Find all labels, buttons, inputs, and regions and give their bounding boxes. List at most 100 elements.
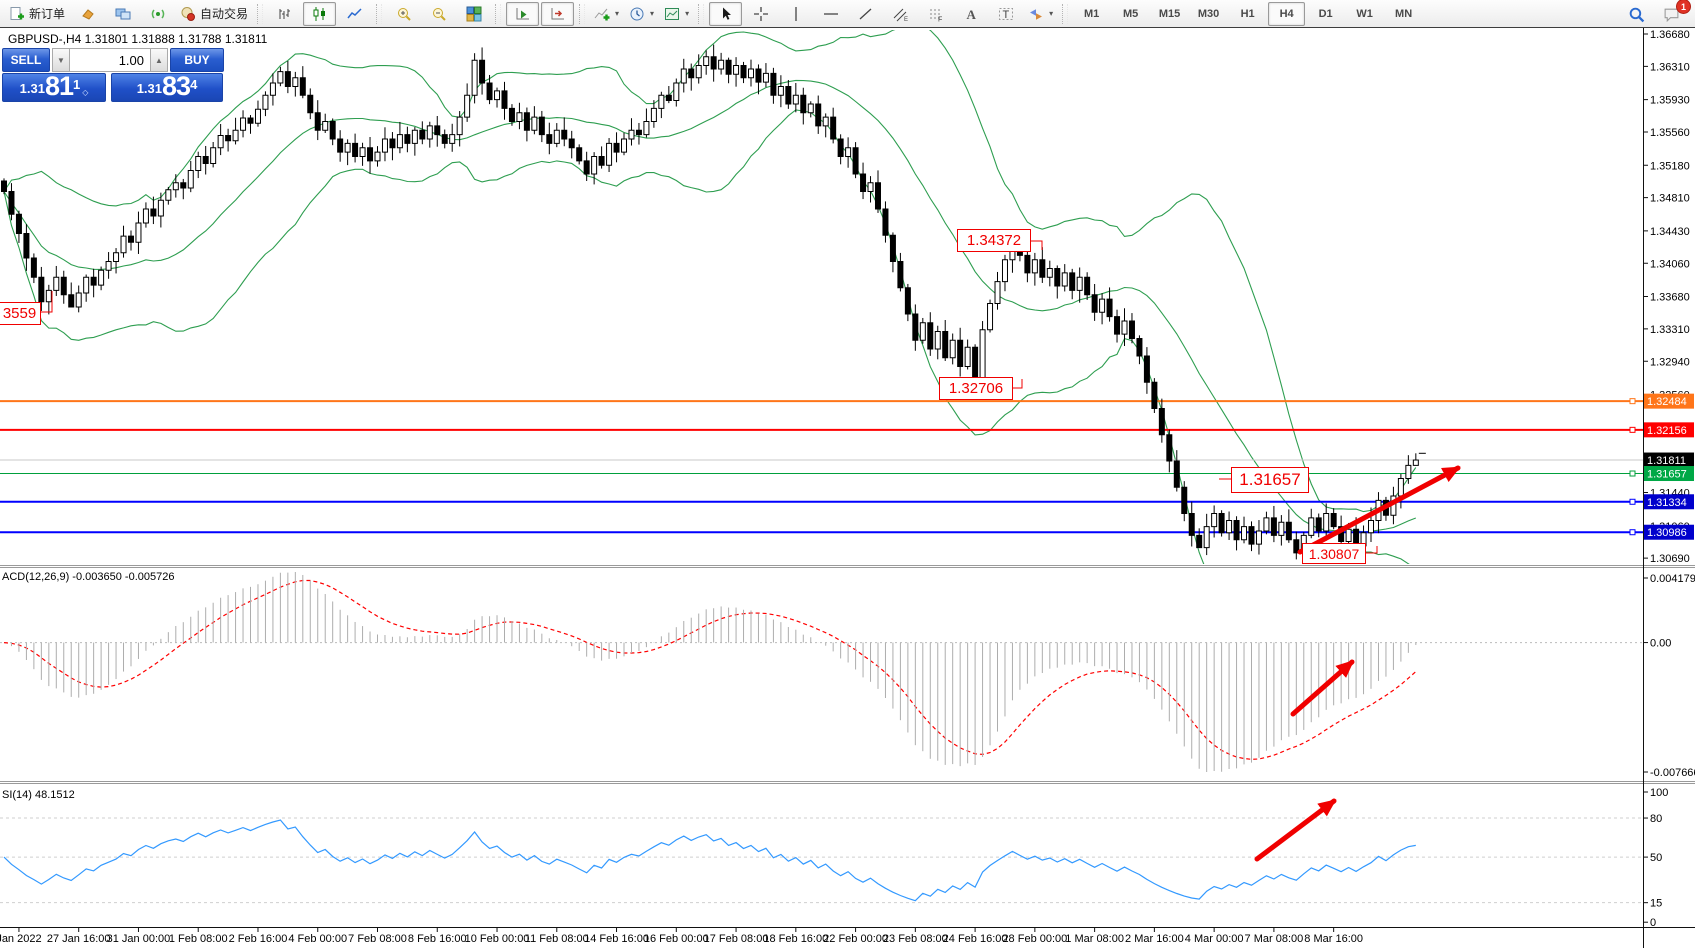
price-axis[interactable]: 1.36680 1.36310 1.35930 1.35560 1.35180 1.348… (1643, 29, 1695, 929)
toolbar-vertical-line[interactable] (779, 2, 812, 26)
svg-text:A: A (966, 7, 976, 22)
sell-button[interactable]: SELL (2, 48, 50, 72)
svg-text:10 Feb 00:00: 10 Feb 00:00 (465, 933, 530, 945)
toolbar-tf-m1[interactable]: M1 (1073, 2, 1110, 26)
toolbar-search[interactable] (1620, 2, 1653, 26)
svg-text:15: 15 (1650, 898, 1662, 910)
signal-icon (151, 9, 164, 18)
new-order-icon (10, 6, 24, 20)
level-handle (1629, 426, 1636, 433)
price-annotation[interactable]: 3559 (0, 302, 41, 325)
toolbar-label: M30 (1197, 7, 1220, 20)
bid-price-display[interactable]: 1.31 81 1 ◇ (2, 73, 106, 102)
price-annotation[interactable]: 1.32706 (939, 377, 1013, 400)
price-levels[interactable] (0, 398, 1643, 536)
ask-big: 83 (162, 71, 191, 101)
svg-text:2 Feb 16:00: 2 Feb 16:00 (229, 933, 288, 945)
toolbar-indicators[interactable]: ▾ (590, 2, 623, 26)
shapes-icon (1030, 8, 1043, 20)
toolbar-arrows[interactable]: ▾ (1024, 2, 1057, 26)
toolbar-cursor[interactable] (709, 1, 743, 26)
svg-text:F: F (938, 16, 942, 22)
toolbar-label: W1 (1356, 7, 1373, 20)
vline-icon (794, 6, 797, 21)
one-click-trading-panel: SELL ▼ 1.00 ▲ BUY 1.31 81 1 ◇ 1.31 83 4 (2, 48, 224, 102)
toolbar-separator (579, 3, 586, 24)
toolbar-bar-chart[interactable] (268, 2, 301, 26)
toolbar-tile-windows[interactable] (457, 2, 490, 26)
svg-text:4 Mar 00:00: 4 Mar 00:00 (1185, 933, 1244, 945)
toolbar-tf-m15[interactable]: M15 (1151, 2, 1188, 26)
toolbar-chat[interactable]: 1 (1655, 0, 1691, 26)
toolbar-crosshair[interactable] (744, 2, 777, 26)
toolbar-trendline[interactable] (849, 2, 882, 26)
price-annotation[interactable]: 1.34372 (957, 229, 1031, 252)
toolbar-tf-h1[interactable]: H1 (1229, 2, 1266, 26)
toolbar-zoom-in[interactable] (387, 2, 420, 26)
svg-text:80: 80 (1650, 813, 1662, 825)
toolbar-separator (698, 3, 705, 24)
price-annotation[interactable]: 1.31657 (1231, 467, 1309, 493)
svg-text:14 Feb 16:00: 14 Feb 16:00 (584, 933, 649, 945)
svg-text:1.35180: 1.35180 (1650, 160, 1690, 172)
toolbar-separator (1062, 3, 1069, 24)
svg-text:4 Feb 00:00: 4 Feb 00:00 (288, 933, 347, 945)
toolbar-zoom-out[interactable] (422, 2, 455, 26)
bollinger-lower (3, 109, 1410, 564)
toolbar-auto-trading[interactable]: 自动交易 (176, 2, 252, 26)
svg-text:1.32156: 1.32156 (1647, 425, 1687, 437)
volume-increase-button[interactable]: ▲ (150, 48, 168, 72)
macd-histogram (10, 572, 1417, 773)
bollinger-middle (3, 79, 1417, 533)
toolbar-auto-scroll[interactable] (506, 1, 540, 26)
svg-text:8 Feb 16:00: 8 Feb 16:00 (408, 933, 467, 945)
toolbar-tf-m30[interactable]: M30 (1190, 2, 1227, 26)
svg-text:0: 0 (1650, 917, 1656, 929)
toolbar-text[interactable]: A (954, 2, 987, 26)
toolbar-chart-shift[interactable] (541, 1, 575, 26)
toolbar-horizontal-line[interactable] (814, 2, 847, 26)
axis-price-badge: 1.30986 (1644, 524, 1694, 540)
autoscroll-icon (516, 7, 529, 19)
toolbar-periods[interactable]: ▾ (625, 2, 658, 26)
toolbar-tf-h4[interactable]: H4 (1268, 1, 1306, 26)
toolbar: 新订单 自动交易 ▾ ▾ ▾ E F A T ▾ M1 M5 M15 M30 H1 H4 D1 W1 MN 1 (0, 0, 1695, 28)
volume-input[interactable]: 1.00 (70, 48, 150, 72)
price-annotation[interactable]: 1.30807 (1302, 543, 1366, 564)
svg-text:0.00: 0.00 (1650, 638, 1671, 650)
candles-icon (313, 6, 325, 21)
hline-icon (823, 12, 838, 15)
toolbar-line-chart[interactable] (338, 2, 371, 26)
toolbar-candlestick-chart[interactable] (303, 1, 337, 26)
label-icon: T (998, 7, 1013, 21)
one-click-settings-icon[interactable]: ◇ (82, 88, 89, 97)
svg-text:1.33680: 1.33680 (1650, 292, 1690, 304)
toolbar-market-watch[interactable] (106, 2, 139, 26)
axis-price-badge: 1.32156 (1644, 422, 1694, 438)
toolbar-text-label[interactable]: T (989, 2, 1022, 26)
toolbar-objects-delete[interactable] (71, 2, 104, 26)
toolbar-equidistant-channel[interactable]: E (884, 2, 917, 26)
axis-price-badge: 1.32484 (1644, 393, 1694, 409)
toolbar-signals[interactable] (141, 2, 174, 26)
toolbar-label: H4 (1279, 7, 1294, 20)
rsi-pane (0, 817, 1643, 904)
toolbar-tf-w1[interactable]: W1 (1346, 2, 1383, 26)
toolbar-tf-m5[interactable]: M5 (1112, 2, 1149, 26)
ask-price-display[interactable]: 1.31 83 4 (111, 73, 223, 102)
axis-price-badge: 1.31657 (1644, 466, 1694, 482)
toolbar-fibonacci[interactable]: F (919, 2, 952, 26)
toolbar-tf-mn[interactable]: MN (1385, 2, 1422, 26)
svg-text:22 Feb 00:00: 22 Feb 00:00 (823, 933, 888, 945)
toolbar-tf-d1[interactable]: D1 (1307, 2, 1344, 26)
volume-decrease-button[interactable]: ▼ (52, 48, 70, 72)
toolbar-new-order[interactable]: 新订单 (5, 2, 69, 26)
dropdown-arrow-icon: ▾ (650, 9, 655, 18)
svg-text:E: E (904, 17, 908, 22)
toolbar-templates[interactable]: ▾ (660, 2, 693, 26)
buy-button[interactable]: BUY (170, 48, 224, 72)
svg-text:1.36680: 1.36680 (1650, 29, 1690, 41)
